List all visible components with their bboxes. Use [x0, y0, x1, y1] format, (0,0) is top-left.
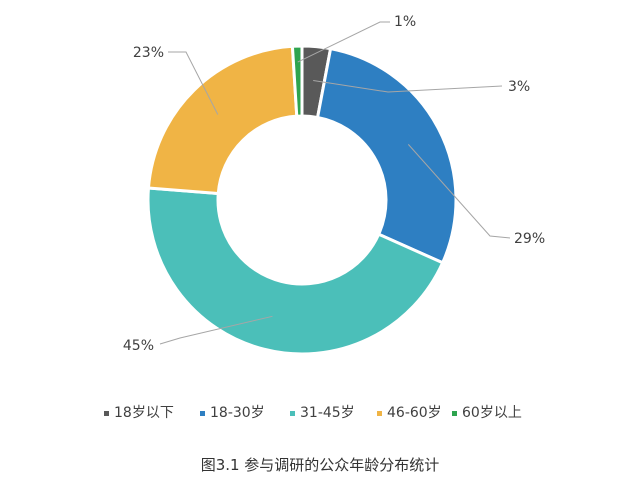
data-label-1: 3%	[508, 79, 530, 95]
data-label-5: 1%	[394, 14, 416, 30]
leader-line-3	[159, 315, 273, 345]
legend-label-2: 18-30岁	[210, 405, 265, 421]
leader-line-1	[313, 80, 503, 93]
chart-caption: 图3.1 参与调研的公众年龄分布统计	[201, 456, 440, 474]
leader-line-5	[297, 21, 390, 63]
data-label-2: 29%	[514, 231, 545, 247]
legend-swatch-4	[377, 411, 382, 416]
legend-label-4: 46-60岁	[387, 405, 442, 421]
data-label-4: 23%	[133, 45, 164, 61]
leader-line-4	[168, 51, 219, 115]
donut-slices	[146, 44, 458, 356]
data-labels: 3% 29% 45% 23% 1%	[123, 14, 545, 354]
legend-swatch-5	[452, 411, 457, 416]
slice-3	[146, 186, 445, 356]
legend-label-3: 31-45岁	[300, 405, 355, 421]
legend-swatch-3	[290, 411, 295, 416]
legend: 18岁以下 18-30岁 31-45岁 46-60岁 60岁以上	[104, 405, 522, 421]
legend-label-5: 60岁以上	[462, 405, 522, 421]
legend-label-1: 18岁以下	[114, 405, 174, 421]
data-label-3: 45%	[123, 338, 154, 354]
legend-swatch-1	[104, 411, 109, 416]
slice-5	[290, 44, 304, 118]
slice-2	[315, 46, 458, 265]
slice-4	[146, 44, 299, 196]
leader-lines	[159, 21, 511, 345]
legend-swatch-2	[200, 411, 205, 416]
leader-line-2	[407, 144, 511, 239]
